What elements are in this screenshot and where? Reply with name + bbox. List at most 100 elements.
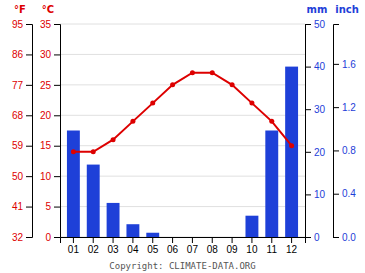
tick: 1.2 <box>333 102 356 113</box>
tick-label: 15 <box>40 140 52 151</box>
axis-title: mm <box>307 4 328 15</box>
tick-label: 1.2 <box>342 102 356 113</box>
tick-mark <box>54 115 60 116</box>
axis-line <box>306 25 312 238</box>
tick-label: 04 <box>127 244 139 255</box>
marker <box>269 119 274 124</box>
grid-line <box>60 84 305 85</box>
axis-title: °C <box>42 4 54 15</box>
y-axis: 0 5 10 15 20 25 30 35 <box>40 19 61 243</box>
tick: 0 <box>305 232 320 243</box>
tick-mark <box>305 237 311 238</box>
tick-label: 35 <box>40 19 52 30</box>
tick-label: 10 <box>246 244 258 255</box>
tick-label: 10 <box>314 189 326 200</box>
tick-mark <box>54 54 60 55</box>
tick: 41 <box>12 201 32 212</box>
tick: 68 <box>12 110 32 121</box>
tick-mark <box>26 176 32 177</box>
tick-label: 77 <box>12 80 24 91</box>
tick: 02 <box>88 237 100 255</box>
grid-line <box>60 115 305 116</box>
tick-label: 07 <box>187 244 199 255</box>
annotation: Copyright: CLIMATE-DATA.ORG <box>109 261 255 271</box>
tick-mark <box>333 64 339 65</box>
marker <box>130 119 135 124</box>
tick-mark <box>305 194 311 195</box>
chart: 0102030405060708091011120510152025303532… <box>0 0 365 273</box>
tick-mark <box>26 54 32 55</box>
bar <box>107 203 120 237</box>
tick: 03 <box>108 237 120 255</box>
y4-axis: 0.00.40.81.21.6 <box>333 25 356 243</box>
tick: 0.0 <box>333 232 356 243</box>
y2-axis: 01020304050 <box>305 19 326 243</box>
marker <box>230 82 235 87</box>
tick-label: 86 <box>12 49 24 60</box>
axis-title: inch <box>335 4 359 15</box>
tick-mark <box>333 107 339 108</box>
tick-mark <box>212 237 213 243</box>
marker <box>71 149 76 154</box>
tick: 15 <box>40 140 60 151</box>
tick: 0 <box>45 232 60 243</box>
tick-label: 0.4 <box>342 188 356 199</box>
grid-line <box>60 54 305 55</box>
tick: 11 <box>267 237 278 255</box>
tick: 10 <box>40 171 60 182</box>
bar <box>206 237 219 238</box>
tick: 40 <box>305 61 326 72</box>
tick-mark <box>26 237 32 238</box>
tick: 06 <box>167 237 179 255</box>
tick: 10 <box>305 189 326 200</box>
tick-label: 50 <box>314 19 326 30</box>
axis-line <box>26 25 33 238</box>
grid <box>60 24 305 237</box>
x-axis: 010203040506070809101112 <box>61 237 306 255</box>
tick-label: 0 <box>314 232 320 243</box>
tick-mark <box>54 146 60 147</box>
tick-label: 50 <box>12 171 24 182</box>
tick-label: 95 <box>12 19 24 30</box>
axis-line <box>334 25 340 238</box>
tick-mark <box>333 150 339 151</box>
tick-mark <box>26 115 32 116</box>
bar <box>226 237 239 238</box>
tick: 5 <box>45 201 60 212</box>
tick: 0.8 <box>333 145 356 156</box>
grid-line <box>60 24 305 25</box>
bar <box>146 233 159 237</box>
bar <box>265 131 278 238</box>
tick-label: 01 <box>68 244 80 255</box>
marker <box>210 70 215 75</box>
tick-mark <box>26 24 32 25</box>
tick-label: 05 <box>147 244 159 255</box>
tick-mark <box>26 85 32 86</box>
tick: 09 <box>227 237 239 255</box>
tick-label: 40 <box>314 61 326 72</box>
tick: 25 <box>40 80 60 91</box>
tick: 04 <box>127 237 139 255</box>
tick-mark <box>333 194 339 195</box>
tick: 59 <box>12 140 32 151</box>
bar <box>285 67 298 237</box>
tick-label: 0.0 <box>342 232 356 243</box>
tick-label: 20 <box>40 110 52 121</box>
tick-mark <box>271 237 272 243</box>
tick: 0.4 <box>333 188 356 199</box>
plot-area <box>67 67 298 237</box>
tick: 32 <box>12 232 32 243</box>
tick: 77 <box>12 80 32 91</box>
tick-label: 30 <box>40 49 52 60</box>
marker <box>249 101 254 106</box>
tick-mark <box>291 237 292 243</box>
marker <box>289 143 294 148</box>
tick-label: 68 <box>12 110 24 121</box>
tick: 12 <box>286 237 298 255</box>
tick-mark <box>251 237 252 243</box>
bar <box>67 131 80 238</box>
marker <box>190 70 195 75</box>
tick-mark <box>113 237 114 243</box>
axis-line <box>54 25 61 238</box>
tick-mark <box>172 237 173 243</box>
